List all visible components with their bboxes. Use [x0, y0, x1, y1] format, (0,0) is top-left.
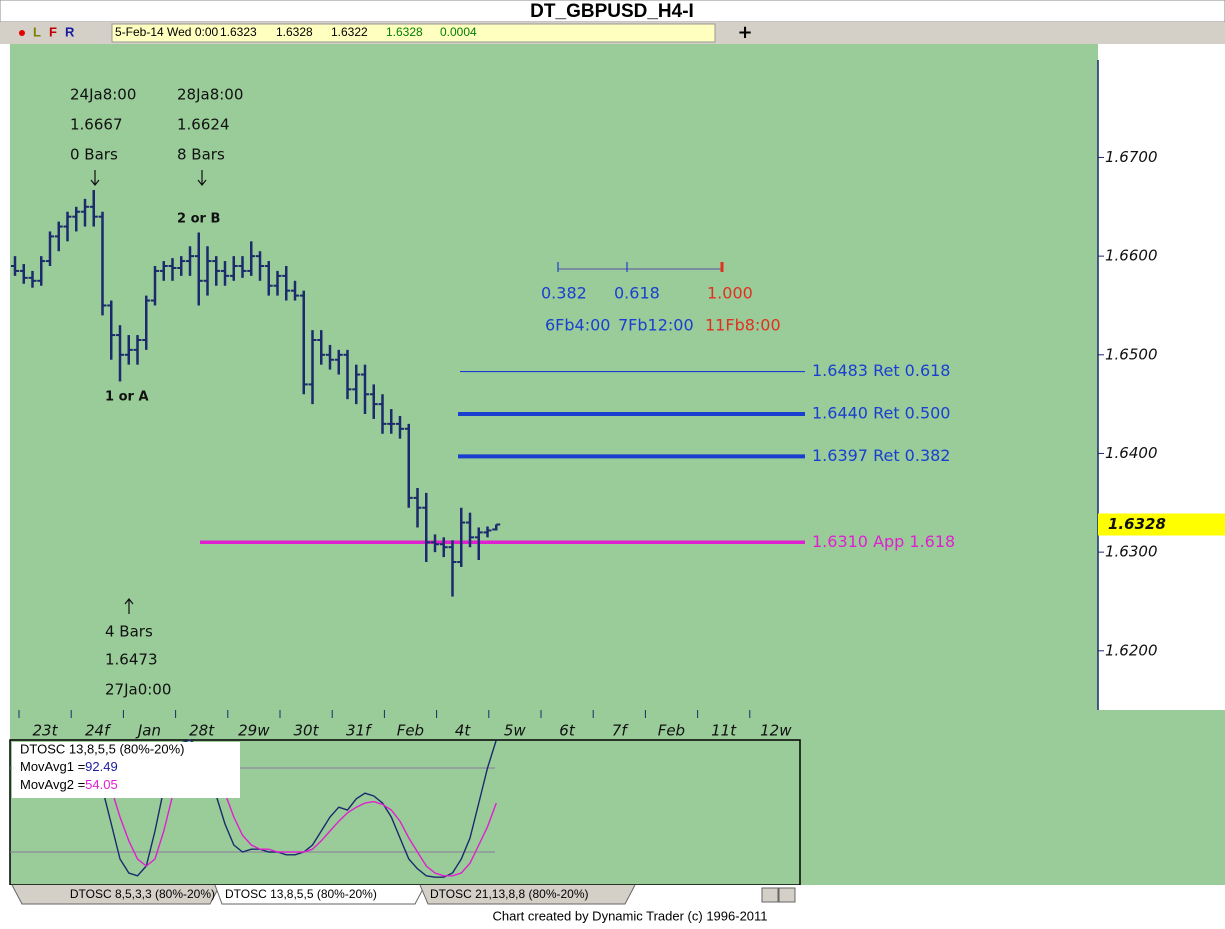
x-tick-label: 28t	[189, 722, 215, 740]
legend-entry: MovAvg2 =54.05	[20, 777, 118, 792]
level-label: 1.6440 Ret 0.500	[812, 404, 950, 423]
quote-field: 1.6328	[276, 25, 313, 39]
legend-name: MovAvg1 =	[20, 759, 85, 774]
x-tick-label: 5w	[504, 722, 527, 740]
level-label: 1.6310 App 1.618	[812, 532, 955, 551]
arrow-down	[90, 170, 100, 186]
legend-value: 54.05	[85, 777, 118, 792]
tab-label[interactable]: DTOSC 8,5,3,3 (80%-20%)	[70, 887, 215, 901]
level-label: 1.6397 Ret 0.382	[812, 446, 950, 465]
osc-line	[93, 746, 497, 877]
osc-title: DTOSC 13,8,5,5 (80%-20%)	[20, 741, 185, 756]
osc-line	[93, 739, 497, 878]
fib-time: 6Fb4:00	[545, 316, 610, 335]
fib-ratio: 0.382	[541, 284, 587, 303]
arrows	[90, 170, 207, 614]
last-price-label: 1.6328	[1108, 515, 1166, 533]
x-tick-label: Jan	[135, 722, 161, 740]
x-tick-label: Feb	[397, 722, 424, 740]
toolbar-button[interactable]: R	[65, 24, 75, 39]
x-tick-label: 6t	[559, 722, 576, 740]
annotation: 1.6624	[177, 116, 230, 134]
annotation: 8 Bars	[177, 146, 225, 164]
chart-title: DT_GBPUSD_H4-I	[530, 1, 694, 22]
legend-name: MovAvg2 =	[20, 777, 85, 792]
arrow-down	[197, 170, 207, 186]
annotation: 4 Bars	[105, 623, 153, 641]
quote-field: 1.6323	[220, 25, 257, 39]
y-tick-label: 1.6400	[1105, 444, 1158, 462]
tab-label[interactable]: DTOSC 21,13,8,8 (80%-20%)	[430, 887, 589, 901]
quote-field: 0.0004	[440, 25, 477, 39]
x-tick-label: Feb	[658, 722, 685, 740]
osc-legend	[12, 742, 177, 798]
y-tick-label: 1.6300	[1105, 543, 1158, 561]
y-tick-label: 1.6600	[1105, 247, 1158, 265]
tab-label[interactable]: DTOSC 13,8,5,5 (80%-20%)	[225, 887, 377, 901]
fib-projection: 0.382 6Fb4:000.618 7Fb12:00 1.000 11Fb8:00	[541, 262, 781, 335]
annotation: 0 Bars	[70, 146, 118, 164]
level-label: 1.6483 Ret 0.618	[812, 361, 950, 380]
status-dot	[19, 30, 25, 36]
price-panel	[10, 44, 1098, 710]
legend-entry: MovAvg1 =92.49	[20, 759, 118, 774]
toolbar-button[interactable]: L	[33, 24, 41, 39]
x-tick-label: 4t	[455, 722, 472, 740]
x-tick-label: 23t	[33, 722, 59, 740]
fib-ratio: 1.000	[707, 284, 753, 303]
quote-field: 5-Feb-14 Wed 0:00	[115, 25, 218, 39]
arrow-up	[124, 598, 134, 614]
quote-field: 1.6322	[331, 25, 368, 39]
toolbar-button[interactable]: F	[49, 24, 57, 39]
x-tick-label: 12w	[760, 722, 792, 740]
annotation: 1.6473	[105, 651, 158, 669]
annotation: 24Ja8:00	[70, 86, 136, 104]
x-tick-label: 7f	[612, 722, 630, 740]
annotation: 1 or A	[105, 390, 149, 405]
quote-box	[111, 23, 716, 43]
annotation: 28Ja8:00	[177, 86, 243, 104]
fib-time: 7Fb12:00	[618, 316, 694, 335]
y-tick-label: 1.6500	[1105, 345, 1158, 363]
annotation: 1.6667	[70, 116, 123, 134]
annotation: 2 or B	[177, 212, 220, 227]
quote-field: 1.6328	[386, 25, 423, 39]
tab[interactable]	[419, 884, 636, 905]
annotations: 24Ja8:00 1.6667 0 Bars 28Ja8:00 1.6624 8…	[70, 86, 243, 699]
y-tick-label: 1.6200	[1105, 641, 1158, 659]
scroll-left[interactable]	[761, 887, 779, 903]
x-tick-label: 24f	[85, 722, 112, 740]
tab-active[interactable]	[214, 884, 426, 905]
last-price-box	[1098, 513, 1225, 536]
legend-value: 92.49	[85, 759, 118, 774]
y-tick-label: 1.6700	[1105, 148, 1158, 166]
x-tick-label: 31f	[346, 722, 373, 740]
footer: Chart created by Dynamic Trader (c) 1996…	[492, 908, 767, 923]
fib-time: 11Fb8:00	[705, 316, 781, 335]
fib-ratio: 0.618	[614, 284, 660, 303]
crosshair-button[interactable]: +	[737, 22, 752, 43]
x-tick-label: 30t	[294, 722, 320, 740]
x-tick-label: 29w	[238, 722, 270, 740]
scroll-right[interactable]	[778, 887, 796, 903]
tab[interactable]	[11, 884, 221, 905]
x-tick-label: 11t	[711, 722, 737, 740]
annotation: 27Ja0:00	[105, 681, 171, 699]
